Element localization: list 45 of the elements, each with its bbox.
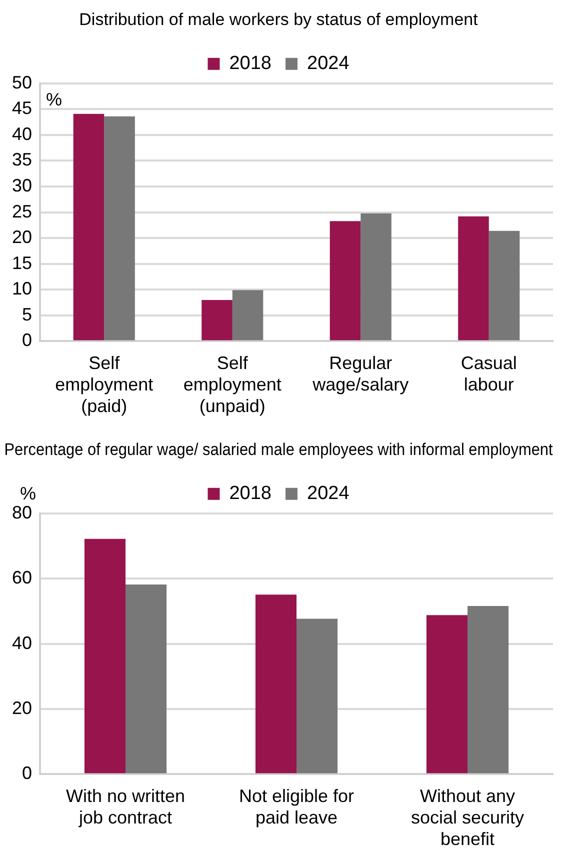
- bar: [426, 615, 468, 774]
- y-tick-label: 40: [12, 632, 32, 653]
- x-tick-label: Casual labour: [460, 352, 517, 395]
- bar: [488, 230, 520, 340]
- y-tick-label: 50: [12, 72, 32, 92]
- bar: [232, 290, 264, 340]
- y-tick-label: 20: [12, 227, 32, 248]
- bar: [360, 213, 392, 340]
- chart-title: Distribution of male workers by status of employment: [79, 10, 478, 29]
- legend-label: 2018: [229, 53, 272, 74]
- bar: [126, 584, 167, 774]
- y-axis-title: %: [46, 89, 62, 110]
- bar: [84, 538, 126, 774]
- x-tick-label: Without any social security benefit: [410, 786, 524, 850]
- y-tick-label: 10: [12, 278, 32, 299]
- y-axis-title: %: [20, 483, 36, 504]
- x-tick-label: Self employment (paid): [55, 352, 154, 416]
- legend-label: 2024: [307, 483, 350, 504]
- chart-title: Percentage of regular wage/ salaried male employees with informal employment: [4, 440, 554, 460]
- y-tick-label: 20: [12, 698, 32, 718]
- y-tick-label: 25: [12, 201, 32, 222]
- bar: [202, 300, 232, 340]
- bar: [458, 216, 489, 340]
- legend-label: 2024: [307, 53, 350, 74]
- bar: [468, 606, 509, 774]
- y-tick-label: 60: [12, 568, 32, 588]
- bar: [255, 594, 297, 774]
- x-tick-label: Not eligible for paid leave: [238, 786, 354, 828]
- y-tick-label: 30: [12, 175, 32, 196]
- bar: [296, 618, 338, 774]
- legend-label: 2018: [229, 483, 272, 504]
- y-tick-label: 80: [12, 502, 32, 522]
- x-tick-label: Self employment (unpaid): [183, 352, 282, 416]
- bar: [104, 116, 135, 340]
- x-tick-label: With no written job contract: [66, 786, 186, 828]
- bar: [73, 114, 104, 340]
- y-tick-label: 0: [22, 330, 32, 350]
- y-tick-label: 40: [12, 124, 32, 144]
- x-tick-label: Regular wage/salary: [312, 352, 409, 395]
- y-tick-label: 35: [12, 150, 32, 170]
- y-tick-label: 0: [22, 763, 32, 784]
- bar: [330, 221, 361, 340]
- y-tick-label: 45: [12, 98, 32, 118]
- y-tick-label: 15: [12, 252, 32, 273]
- y-tick-label: 5: [22, 304, 32, 324]
